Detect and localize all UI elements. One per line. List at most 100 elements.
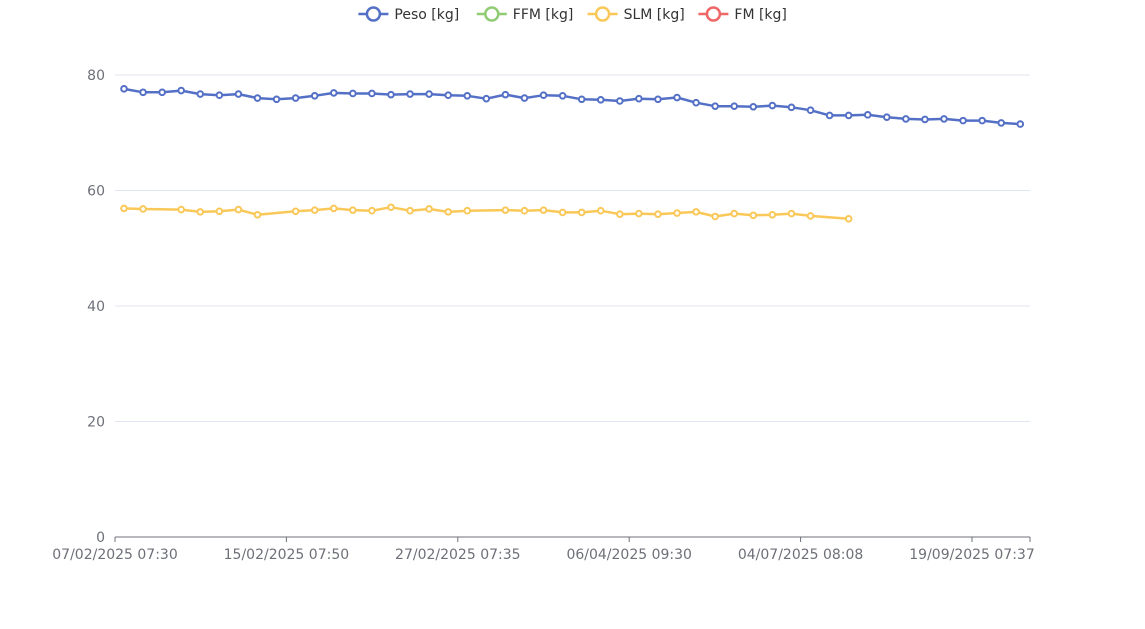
data-point[interactable] [787, 209, 796, 218]
data-point[interactable] [711, 102, 719, 110]
data-point[interactable] [349, 206, 357, 214]
data-point[interactable] [501, 90, 510, 99]
data-point[interactable] [272, 95, 281, 104]
data-point[interactable] [825, 111, 834, 120]
data-point[interactable] [768, 210, 777, 219]
x-tick-label: 15/02/2025 07:50 [224, 547, 350, 563]
data-point[interactable] [463, 91, 472, 100]
data-point[interactable] [1016, 120, 1025, 128]
data-point[interactable] [673, 93, 681, 102]
data-point[interactable] [596, 206, 605, 215]
data-point[interactable] [158, 88, 166, 97]
data-point[interactable] [940, 115, 948, 123]
data-point[interactable] [406, 90, 414, 98]
x-tick-label: 27/02/2025 07:35 [395, 547, 521, 563]
data-point[interactable] [234, 90, 243, 98]
grid-lines [115, 74, 1030, 422]
data-point[interactable] [806, 212, 815, 220]
data-point[interactable] [730, 209, 739, 218]
data-point[interactable] [196, 208, 205, 216]
data-point[interactable] [863, 111, 872, 119]
data-point[interactable] [368, 89, 376, 98]
data-point[interactable] [368, 206, 376, 215]
data-point[interactable] [539, 206, 548, 214]
data-point[interactable] [787, 103, 796, 112]
data-point[interactable] [291, 207, 300, 216]
data-point[interactable] [616, 210, 624, 218]
data-point[interactable] [177, 205, 186, 214]
data-point[interactable] [310, 91, 319, 100]
data-point[interactable] [635, 94, 643, 103]
data-point[interactable] [139, 88, 147, 97]
legend-item-slm-kg[interactable]: SLM [kg] [587, 6, 685, 23]
data-point[interactable] [635, 209, 643, 218]
data-point[interactable] [120, 85, 128, 93]
data-point[interactable] [844, 214, 853, 223]
data-point[interactable] [387, 203, 395, 212]
data-point[interactable] [692, 208, 700, 216]
legend-label: SLM [kg] [624, 7, 685, 23]
data-point[interactable] [520, 206, 529, 215]
data-point[interactable] [234, 205, 243, 214]
data-point[interactable] [253, 210, 262, 219]
x-tick-label: 06/04/2025 09:30 [566, 547, 692, 563]
data-point[interactable] [692, 98, 700, 107]
data-point[interactable] [654, 210, 662, 218]
data-point[interactable] [558, 208, 567, 217]
y-tick-label: 40 [87, 299, 105, 315]
data-point[interactable] [577, 208, 586, 217]
data-point[interactable] [673, 209, 681, 217]
data-point[interactable] [120, 204, 128, 213]
data-point[interactable] [310, 206, 319, 214]
data-point[interactable] [616, 97, 624, 105]
y-axis: 0 20 40 60 80 [87, 68, 105, 546]
data-point[interactable] [978, 116, 986, 125]
data-point[interactable] [806, 106, 815, 115]
data-point[interactable] [406, 206, 414, 215]
data-point[interactable] [654, 95, 662, 104]
data-point[interactable] [539, 91, 548, 100]
data-point[interactable] [959, 116, 967, 125]
data-point[interactable] [329, 204, 338, 213]
data-point[interactable] [596, 96, 605, 104]
data-point[interactable] [558, 91, 567, 100]
data-point[interactable] [196, 90, 205, 98]
data-point[interactable] [349, 89, 357, 98]
data-point[interactable] [844, 111, 853, 120]
legend-item-peso-kg[interactable]: Peso [kg] [358, 6, 459, 23]
legend-circle-icon [705, 6, 722, 22]
data-point[interactable] [444, 208, 452, 216]
x-tick-label: 19/09/2025 07:37 [909, 547, 1035, 563]
data-point[interactable] [444, 91, 452, 100]
legend-item-ffm-kg[interactable]: FFM [kg] [476, 6, 574, 23]
series-line [123, 205, 849, 221]
data-point[interactable] [425, 205, 433, 213]
data-point[interactable] [749, 102, 758, 111]
data-point[interactable] [215, 91, 224, 100]
data-point[interactable] [768, 101, 777, 110]
data-point[interactable] [387, 90, 395, 99]
data-point[interactable] [291, 94, 300, 102]
data-point[interactable] [520, 94, 529, 102]
data-point[interactable] [730, 102, 739, 110]
data-point[interactable] [577, 95, 586, 104]
data-point[interactable] [749, 211, 758, 220]
data-point[interactable] [215, 207, 224, 216]
data-point[interactable] [425, 90, 433, 98]
data-point[interactable] [482, 94, 491, 103]
data-point[interactable] [329, 89, 338, 97]
data-point[interactable] [997, 119, 1006, 127]
data-point[interactable] [139, 205, 147, 213]
data-point[interactable] [253, 94, 262, 102]
data-point[interactable] [883, 113, 891, 121]
data-point[interactable] [902, 115, 910, 123]
data-point[interactable] [711, 212, 719, 221]
y-tick-label: 0 [96, 530, 105, 546]
data-point[interactable] [177, 86, 186, 95]
data-point[interactable] [501, 206, 510, 214]
data-point[interactable] [463, 206, 472, 215]
data-point[interactable] [921, 115, 929, 124]
legend-item-fm-kg[interactable]: FM [kg] [698, 6, 787, 23]
